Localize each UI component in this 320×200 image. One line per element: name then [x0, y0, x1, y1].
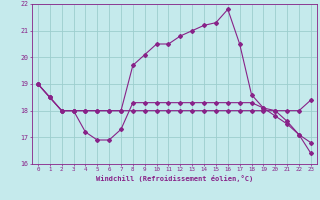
X-axis label: Windchill (Refroidissement éolien,°C): Windchill (Refroidissement éolien,°C): [96, 175, 253, 182]
